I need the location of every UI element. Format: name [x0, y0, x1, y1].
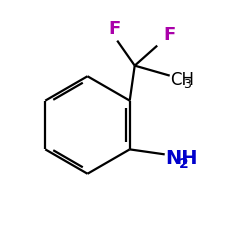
Text: 3: 3 [183, 78, 190, 91]
Text: 2: 2 [179, 158, 189, 172]
Text: F: F [163, 26, 175, 44]
Text: NH: NH [165, 149, 198, 169]
Text: F: F [108, 20, 121, 38]
Text: CH: CH [170, 71, 194, 89]
